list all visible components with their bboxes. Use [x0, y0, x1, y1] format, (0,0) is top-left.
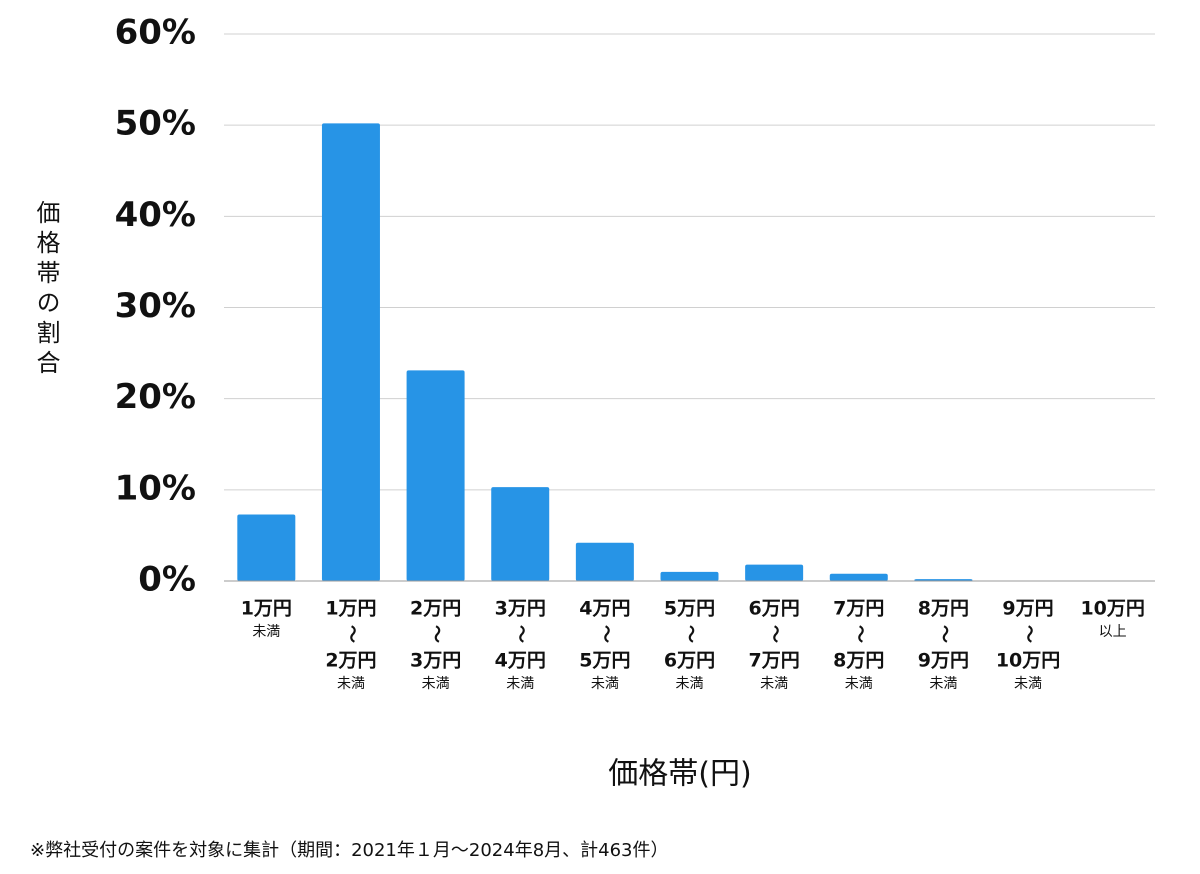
x-tick-label: 未満	[252, 624, 280, 640]
x-tick-label: 〜	[933, 625, 954, 643]
x-tick-label: 10万円	[996, 650, 1060, 672]
x-tick-label: 4万円	[495, 650, 546, 672]
x-tick-label: 未満	[929, 676, 957, 692]
x-tick-label: 未満	[760, 676, 788, 692]
bar	[660, 571, 719, 581]
x-tick-label: 6万円	[749, 598, 800, 620]
x-tick-label: 8万円	[918, 598, 969, 620]
y-tick-label: 50%	[115, 104, 196, 144]
x-tick-label: 未満	[506, 676, 534, 692]
x-tick-label: 3万円	[410, 650, 461, 672]
x-tick-label: 未満	[337, 676, 365, 692]
x-tick-label: 8万円	[833, 650, 884, 672]
x-tick-label: 〜	[680, 625, 701, 643]
x-tick-label: 未満	[676, 676, 704, 692]
y-tick-label: 60%	[115, 13, 196, 53]
x-tick-label: 未満	[591, 676, 619, 692]
y-tick-label: 40%	[115, 195, 196, 235]
x-tick-label: 〜	[849, 625, 870, 643]
bar	[237, 514, 296, 581]
y-tick-label: 0%	[138, 560, 196, 600]
bar	[491, 487, 550, 581]
x-tick-label: 〜	[1018, 625, 1039, 643]
footnote: ※弊社受付の案件を対象に集計（期間：2021年１月〜2024年8月、計463件）	[30, 840, 669, 861]
x-tick-label: 10万円	[1080, 598, 1144, 620]
x-tick-label: 1万円	[325, 598, 376, 620]
x-tick-label: 未満	[1014, 676, 1042, 692]
x-tick-label: 2万円	[410, 598, 461, 620]
bar	[575, 542, 634, 581]
bar	[321, 123, 380, 582]
bar	[829, 573, 888, 581]
x-tick-label: 〜	[426, 625, 447, 643]
x-tick-label: 〜	[510, 625, 531, 643]
x-tick-label: 未満	[845, 676, 873, 692]
y-tick-label: 20%	[115, 377, 196, 417]
x-tick-label: 5万円	[664, 598, 715, 620]
bar	[745, 564, 804, 581]
x-tick-label: 未満	[422, 676, 450, 692]
x-tick-label: 6万円	[664, 650, 715, 672]
x-axis-label: 価格帯(円)	[608, 757, 751, 792]
x-tick-label: 3万円	[495, 598, 546, 620]
x-tick-label: 〜	[764, 625, 785, 643]
x-tick-label: 5万円	[579, 650, 630, 672]
x-tick-label: 〜	[341, 625, 362, 643]
y-tick-label: 30%	[115, 286, 196, 326]
x-tick-label: 7万円	[749, 650, 800, 672]
x-tick-label: 以上	[1099, 624, 1127, 640]
x-tick-label: 2万円	[325, 650, 376, 672]
x-tick-label: 9万円	[1002, 598, 1053, 620]
y-tick-label: 10%	[115, 468, 196, 508]
x-tick-label: 9万円	[918, 650, 969, 672]
x-tick-label: 4万円	[579, 598, 630, 620]
y-axis-label: 価格帯の割合	[32, 200, 60, 380]
x-tick-label: 1万円	[241, 598, 292, 620]
x-tick-label: 〜	[595, 625, 616, 643]
bar	[406, 370, 465, 581]
x-tick-label: 7万円	[833, 598, 884, 620]
